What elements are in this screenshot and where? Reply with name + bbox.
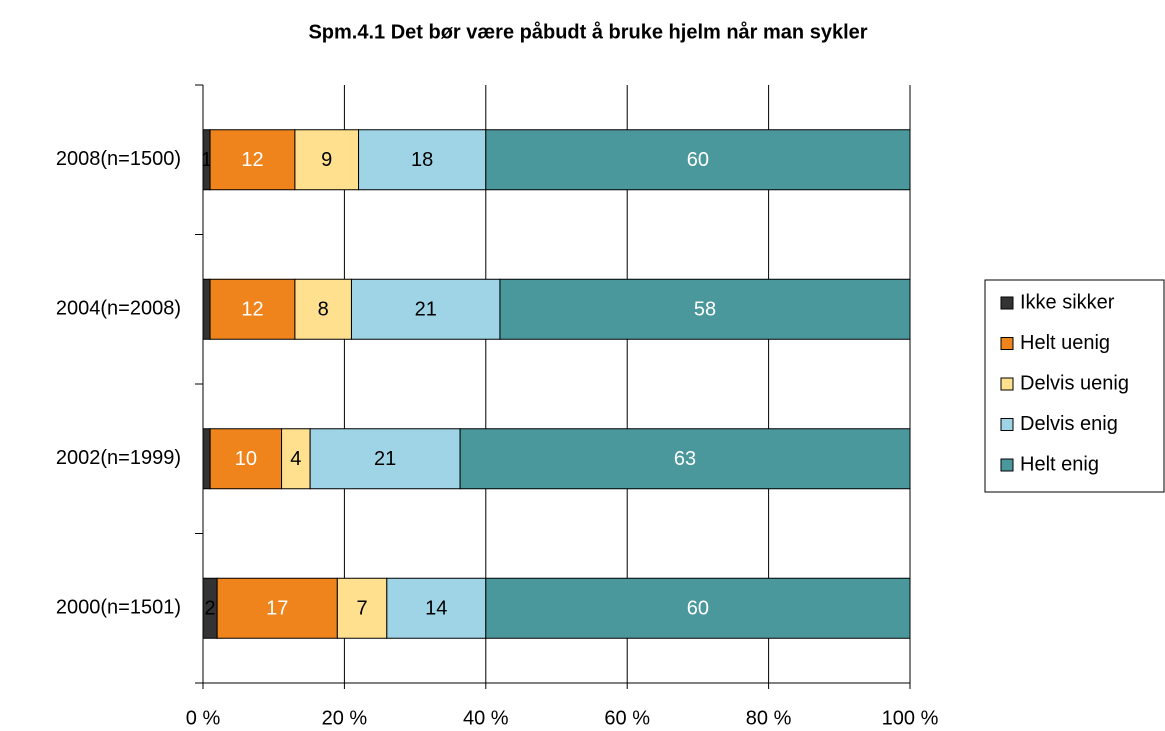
bar-segment xyxy=(499,278,911,340)
legend-box xyxy=(984,279,1165,493)
x-tick-label: 80 % xyxy=(746,707,792,729)
bar-segment xyxy=(485,129,911,191)
data-label: 63 xyxy=(674,448,696,470)
chart-title: Spm.4.1 Det bør være påbudt å bruke hjel… xyxy=(308,20,867,43)
bar-segment xyxy=(209,129,296,191)
y-tick-label: 2002(n=1999) xyxy=(56,447,181,469)
data-label: 8 xyxy=(318,299,329,321)
bar-segment xyxy=(294,278,352,340)
bar-segment xyxy=(386,577,487,639)
bar-segment xyxy=(202,428,211,490)
bar-segment xyxy=(485,577,911,639)
bar-segment xyxy=(350,278,501,340)
data-label: 60 xyxy=(687,149,709,171)
bar-segment xyxy=(294,129,360,191)
x-tick-label: 20 % xyxy=(322,707,368,729)
x-tick-label: 0 % xyxy=(186,707,221,729)
data-label: 17 xyxy=(266,598,288,620)
data-label: 7 xyxy=(357,598,368,620)
data-label: 14 xyxy=(425,598,447,620)
legend-label: Helt uenig xyxy=(1020,332,1110,354)
bar-segment xyxy=(281,428,311,490)
legend-label: Delvis enig xyxy=(1020,413,1118,435)
data-label: 18 xyxy=(411,149,433,171)
bar-segment xyxy=(459,428,911,490)
y-tick-label: 2004(n=2008) xyxy=(56,298,181,320)
y-tick-label: 2008(n=1500) xyxy=(56,148,181,170)
data-label: 60 xyxy=(687,598,709,620)
bar-segment xyxy=(336,577,388,639)
data-label: 10 xyxy=(235,448,257,470)
x-tick-label: 60 % xyxy=(604,707,650,729)
bar-segment xyxy=(358,129,487,191)
legend-swatch xyxy=(1000,337,1014,350)
legend-label: Delvis uenig xyxy=(1020,372,1129,394)
x-tick-label: 100 % xyxy=(882,707,939,729)
legend-label: Helt enig xyxy=(1020,453,1099,475)
data-label: 4 xyxy=(290,448,301,470)
x-tick-label: 40 % xyxy=(463,707,509,729)
data-label: 1 xyxy=(201,149,212,171)
bar-segment xyxy=(202,278,211,340)
bar-segment xyxy=(216,577,338,639)
legend-label: Ikke sikker xyxy=(1020,291,1115,313)
legend-swatch xyxy=(1000,458,1014,472)
bar-segment xyxy=(209,278,296,340)
legend-swatch xyxy=(1000,296,1014,310)
data-label: 21 xyxy=(374,448,396,470)
legend-swatch xyxy=(1000,418,1014,431)
y-tick-label: 2000(n=1501) xyxy=(56,597,181,619)
data-label: 12 xyxy=(241,149,263,171)
data-label: 21 xyxy=(415,299,437,321)
data-label: 58 xyxy=(694,299,716,321)
bar-segment xyxy=(209,428,283,490)
data-label: 2 xyxy=(205,598,216,620)
bar-segment xyxy=(309,428,461,490)
data-label: 12 xyxy=(241,299,263,321)
data-label: 9 xyxy=(321,149,332,171)
legend-swatch xyxy=(1000,377,1014,391)
